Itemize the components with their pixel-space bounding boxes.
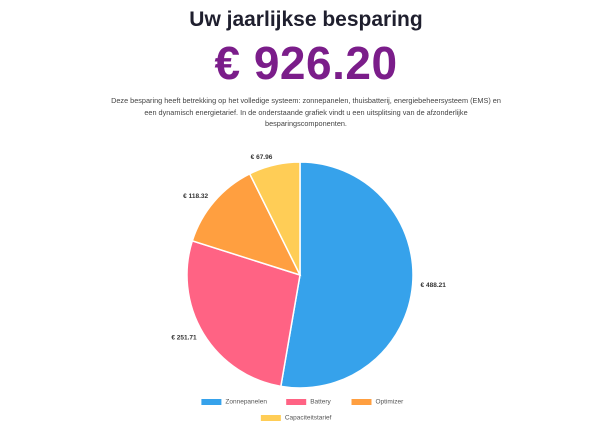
legend-label-zonnepanelen: Zonnepanelen — [225, 399, 267, 406]
legend-swatch-optimizer — [351, 399, 372, 405]
legend-item-zonnepanelen[interactable]: Zonnepanelen — [201, 399, 267, 406]
legend-label-optimizer: Optimizer — [376, 399, 405, 406]
savings-amount: € 926.20 — [214, 37, 398, 89]
legend-item-capaciteitstarief[interactable]: Capaciteitstarief — [260, 415, 332, 422]
data-label-capaciteitstarief: € 67.96 — [251, 154, 273, 161]
data-label-zonnepanelen: € 488.21 — [421, 282, 447, 289]
pie-slice-zonnepanelen[interactable] — [279, 161, 414, 389]
data-label-optimizer: € 118.32 — [183, 193, 208, 200]
legend-swatch-capaciteitstarief — [260, 415, 281, 421]
page-title: Uw jaarlijkse besparing — [189, 8, 423, 31]
legend-label-battery: Battery — [310, 399, 331, 406]
pie-slice-battery[interactable] — [186, 239, 301, 388]
legend-swatch-zonnepanelen — [201, 399, 222, 405]
data-label-battery: € 251.71 — [171, 335, 197, 342]
legend-item-battery[interactable]: Battery — [286, 399, 332, 406]
legend-label-capaciteitstarief: Capaciteitstarief — [285, 415, 332, 422]
pie-slice-capaciteitstarief[interactable] — [248, 161, 301, 276]
pie-slice-optimizer[interactable] — [191, 172, 302, 277]
legend-item-optimizer[interactable]: Optimizer — [351, 399, 405, 406]
savings-description: Deze besparing heeft betrekking op het v… — [111, 96, 501, 128]
legend-swatch-battery — [286, 399, 307, 405]
